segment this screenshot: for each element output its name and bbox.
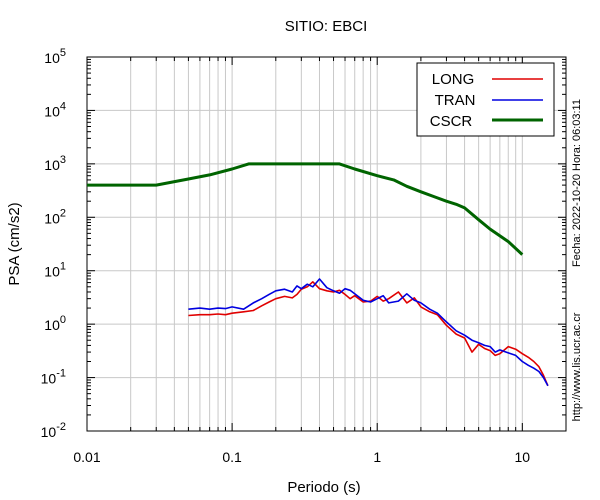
tick-labels: 0.01 0.1 1 10 10-2 10-1 100 101 102 103 104 105 xyxy=(41,47,531,465)
legend: LONG TRAN CSCR xyxy=(416,62,555,137)
y-tick-label: 10-2 xyxy=(41,421,66,440)
grid-lines xyxy=(87,57,566,431)
y-tick-label: 105 xyxy=(44,47,66,66)
y-tick-label: 10-1 xyxy=(41,368,66,387)
x-tick-label: 0.1 xyxy=(222,449,242,465)
legend-label-tran: TRAN xyxy=(435,92,476,109)
series-cscr xyxy=(87,162,524,256)
x-tick-label: 1 xyxy=(373,449,381,465)
series-tran xyxy=(188,278,549,387)
side-note-url: http://www.lis.ucr.ac.cr xyxy=(571,312,583,421)
series-long xyxy=(188,280,549,387)
x-tick-label: 10 xyxy=(515,449,531,465)
legend-label-cscr: CSCR xyxy=(430,113,473,130)
side-note-date: Fecha: 2022-10-20 Hora: 06:03:11 xyxy=(571,99,583,267)
plot-frame xyxy=(86,56,567,432)
x-axis-label: Periodo (s) xyxy=(287,479,360,496)
axis-ticks xyxy=(87,56,566,432)
y-tick-label: 104 xyxy=(44,100,66,119)
y-tick-label: 103 xyxy=(44,154,66,173)
series-layer xyxy=(87,162,549,387)
y-tick-label: 100 xyxy=(44,314,66,333)
y-axis-label: PSA (cm/s2) xyxy=(6,202,23,285)
y-tick-label: 101 xyxy=(44,261,66,280)
legend-label-long: LONG xyxy=(432,71,475,88)
x-tick-label: 0.01 xyxy=(73,449,100,465)
y-tick-label: 102 xyxy=(44,207,66,226)
chart-title: SITIO: EBCI xyxy=(285,18,368,35)
